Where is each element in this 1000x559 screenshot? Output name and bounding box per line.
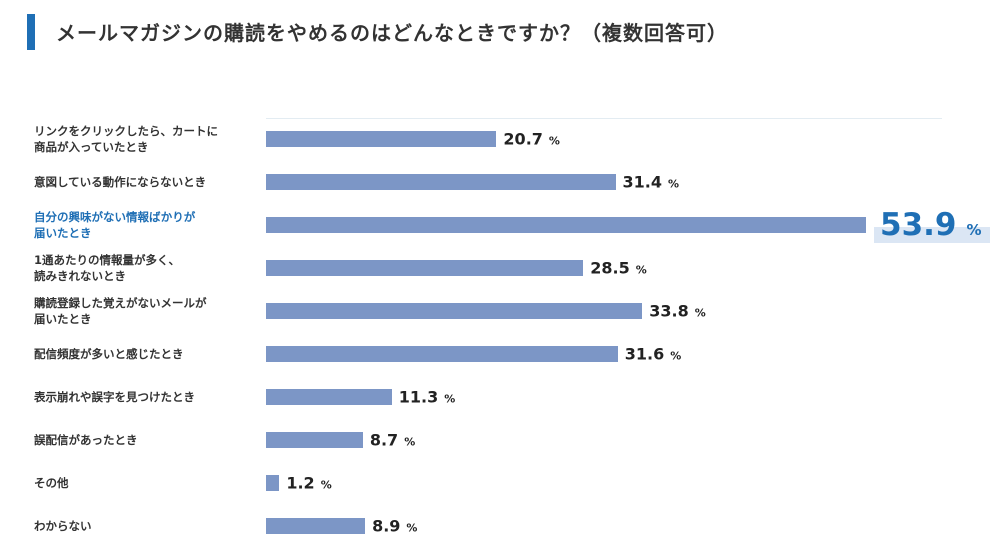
value-unit: %: [320, 478, 332, 492]
value-unit: %: [404, 435, 416, 449]
bar: [266, 518, 366, 534]
bar: [266, 475, 280, 491]
category-label: 誤配信があったとき: [34, 433, 138, 447]
value-label: 8.9%: [372, 517, 417, 536]
value-unit: %: [694, 306, 706, 320]
bar: [266, 260, 584, 276]
value-unit: %: [444, 392, 456, 406]
value-label: 31.4%: [623, 173, 680, 192]
value-unit: %: [406, 521, 418, 535]
category-label: わからない: [34, 519, 92, 533]
value-number: 8.7: [369, 430, 399, 450]
value-label: 33.8%: [649, 302, 706, 321]
value-label: 53.9%: [874, 207, 990, 243]
value-number: 11.3: [398, 387, 439, 407]
bar: [266, 346, 618, 362]
category-label: その他: [34, 476, 69, 490]
category-label: 自分の興味がない情報ばかりが 届いたとき: [34, 210, 196, 240]
chart-top-rule: [266, 118, 942, 119]
bar: [266, 174, 616, 190]
value-number: 20.7: [503, 129, 543, 149]
value-number: 8.9: [372, 516, 401, 536]
category-label: 表示崩れや誤字を見つけたとき: [34, 390, 195, 404]
value-number: 31.6: [624, 344, 665, 364]
title-accent-bar: [27, 14, 35, 50]
category-label: 購読登録した覚えがないメールが 届いたとき: [34, 296, 207, 326]
value-number: 53.9: [880, 207, 957, 243]
value-label: 31.6%: [625, 345, 682, 364]
category-label: 意図している動作にならないとき: [34, 175, 207, 189]
value-label: 20.7%: [503, 130, 560, 149]
value-label: 28.5%: [590, 259, 647, 278]
bar: [266, 131, 497, 147]
value-unit: %: [966, 221, 982, 239]
category-label: 1通あたりの情報量が多く、 読みきれないとき: [34, 253, 181, 283]
category-label: リンクをクリックしたら、カートに 商品が入っていたとき: [34, 124, 218, 154]
value-unit: %: [548, 134, 560, 148]
bar: [266, 389, 392, 405]
value-number: 28.5: [590, 258, 630, 278]
value-unit: %: [635, 263, 647, 277]
bar: [266, 217, 866, 233]
value-number: 33.8: [649, 301, 689, 321]
chart-title: メールマガジンの購読をやめるのはどんなときですか？（複数回答可）: [56, 21, 728, 45]
category-label: 配信頻度が多いと感じたとき: [34, 347, 184, 361]
bar: [266, 432, 363, 448]
value-label: 1.2%: [286, 474, 331, 493]
value-unit: %: [668, 177, 680, 191]
value-label: 11.3%: [399, 388, 456, 407]
value-number: 1.2: [286, 473, 315, 493]
value-unit: %: [670, 349, 682, 363]
value-number: 31.4: [622, 172, 663, 192]
value-label: 8.7%: [370, 431, 415, 450]
bar: [266, 303, 643, 319]
